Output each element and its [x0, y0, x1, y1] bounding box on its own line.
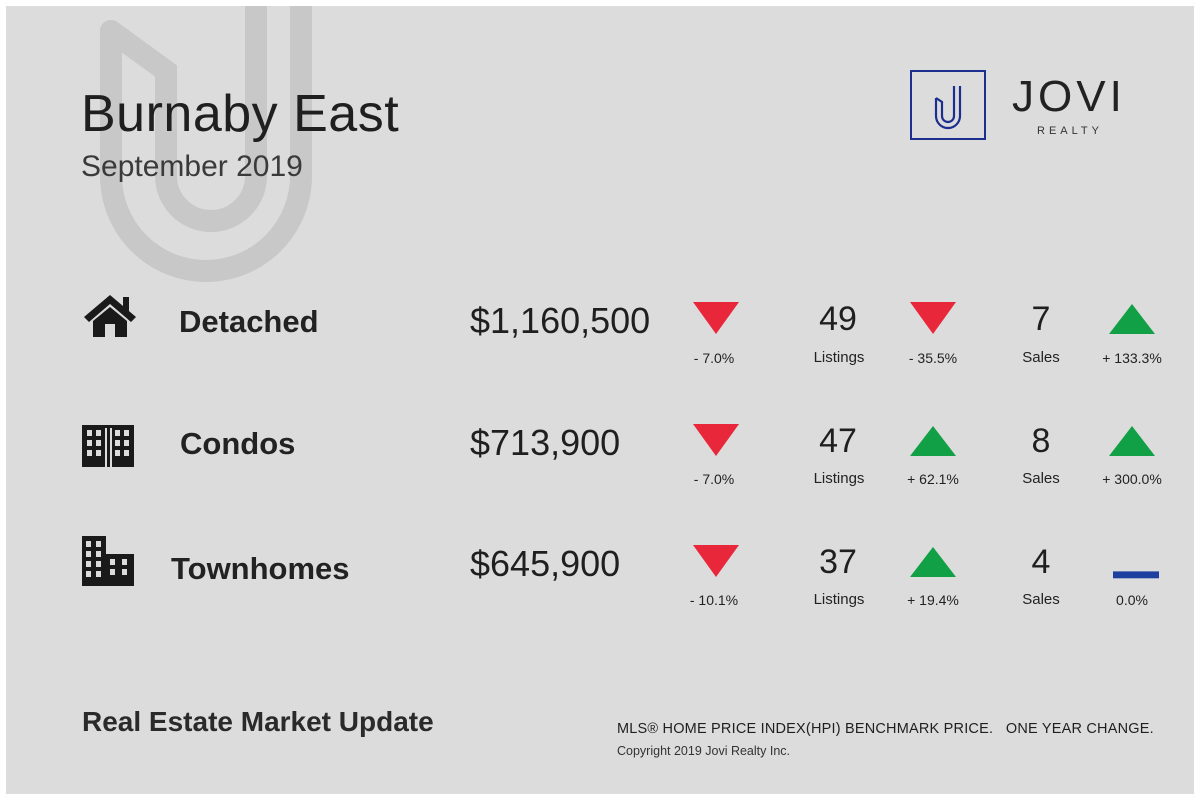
row-label: Townhomes	[171, 551, 350, 586]
townhome-building-icon	[82, 536, 134, 586]
house-icon	[84, 295, 136, 337]
brand-name: JOVI	[1012, 72, 1126, 121]
up-arrow-icon	[910, 426, 956, 456]
listings-change: + 62.1%	[907, 471, 959, 487]
listings-change: - 35.5%	[908, 350, 958, 366]
j-watermark-icon	[100, 6, 312, 282]
down-arrow-icon	[910, 302, 956, 334]
footer-copyright: Copyright 2019 Jovi Realty Inc.	[617, 744, 791, 758]
price-change: - 10.1%	[689, 592, 739, 608]
sales-change: + 300.0%	[1102, 471, 1162, 487]
footer-note: MLS® HOME PRICE INDEX(HPI) BENCHMARK PRI…	[617, 721, 1154, 737]
page-subtitle: September 2019	[81, 150, 303, 183]
up-arrow-icon	[1109, 304, 1155, 334]
brand-logo	[910, 70, 986, 140]
down-arrow-icon	[693, 424, 739, 456]
listings-change: + 19.4%	[907, 592, 959, 608]
price-change: - 7.0%	[693, 350, 735, 366]
sales-label: Sales	[1022, 349, 1060, 366]
down-arrow-icon	[693, 545, 739, 577]
no-change-dash-icon	[1113, 571, 1159, 579]
listings-label: Listings	[813, 591, 865, 608]
j-logo-icon	[934, 86, 962, 130]
row-label: Condos	[180, 426, 296, 461]
listings-count: 47	[819, 422, 857, 460]
benchmark-price: $1,160,500	[470, 300, 651, 341]
listings-count: 49	[819, 300, 857, 338]
listings-count: 37	[819, 543, 857, 581]
row-label: Detached	[179, 304, 319, 339]
sales-count: 7	[1031, 300, 1051, 338]
up-arrow-icon	[1109, 426, 1155, 456]
sales-change: 0.0%	[1116, 592, 1148, 608]
price-change: - 7.0%	[693, 471, 735, 487]
row-townhomes: Townhomes $645,900 - 10.1% 37 Listings +…	[6, 529, 1194, 629]
footer-title: Real Estate Market Update	[82, 706, 434, 737]
listings-label: Listings	[813, 470, 865, 487]
benchmark-price: $645,900	[470, 543, 621, 584]
row-detached: Detached $1,160,500 - 7.0% 49 Listings -…	[6, 286, 1194, 386]
sales-change: + 133.3%	[1102, 350, 1162, 366]
brand-sub: REALTY	[1037, 125, 1103, 137]
down-arrow-icon	[693, 302, 739, 334]
sales-count: 4	[1031, 543, 1051, 581]
market-update-card: Burnaby East September 2019 JOVI REALTY …	[6, 6, 1194, 794]
sales-label: Sales	[1022, 470, 1060, 487]
page-title: Burnaby East	[81, 85, 400, 143]
sales-count: 8	[1031, 422, 1051, 460]
row-condos: Condos $713,900 - 7.0% 47 Listings + 62.…	[6, 408, 1194, 508]
up-arrow-icon	[910, 547, 956, 577]
condo-building-icon	[82, 425, 134, 467]
listings-label: Listings	[813, 349, 865, 366]
benchmark-price: $713,900	[470, 422, 621, 463]
sales-label: Sales	[1022, 591, 1060, 608]
